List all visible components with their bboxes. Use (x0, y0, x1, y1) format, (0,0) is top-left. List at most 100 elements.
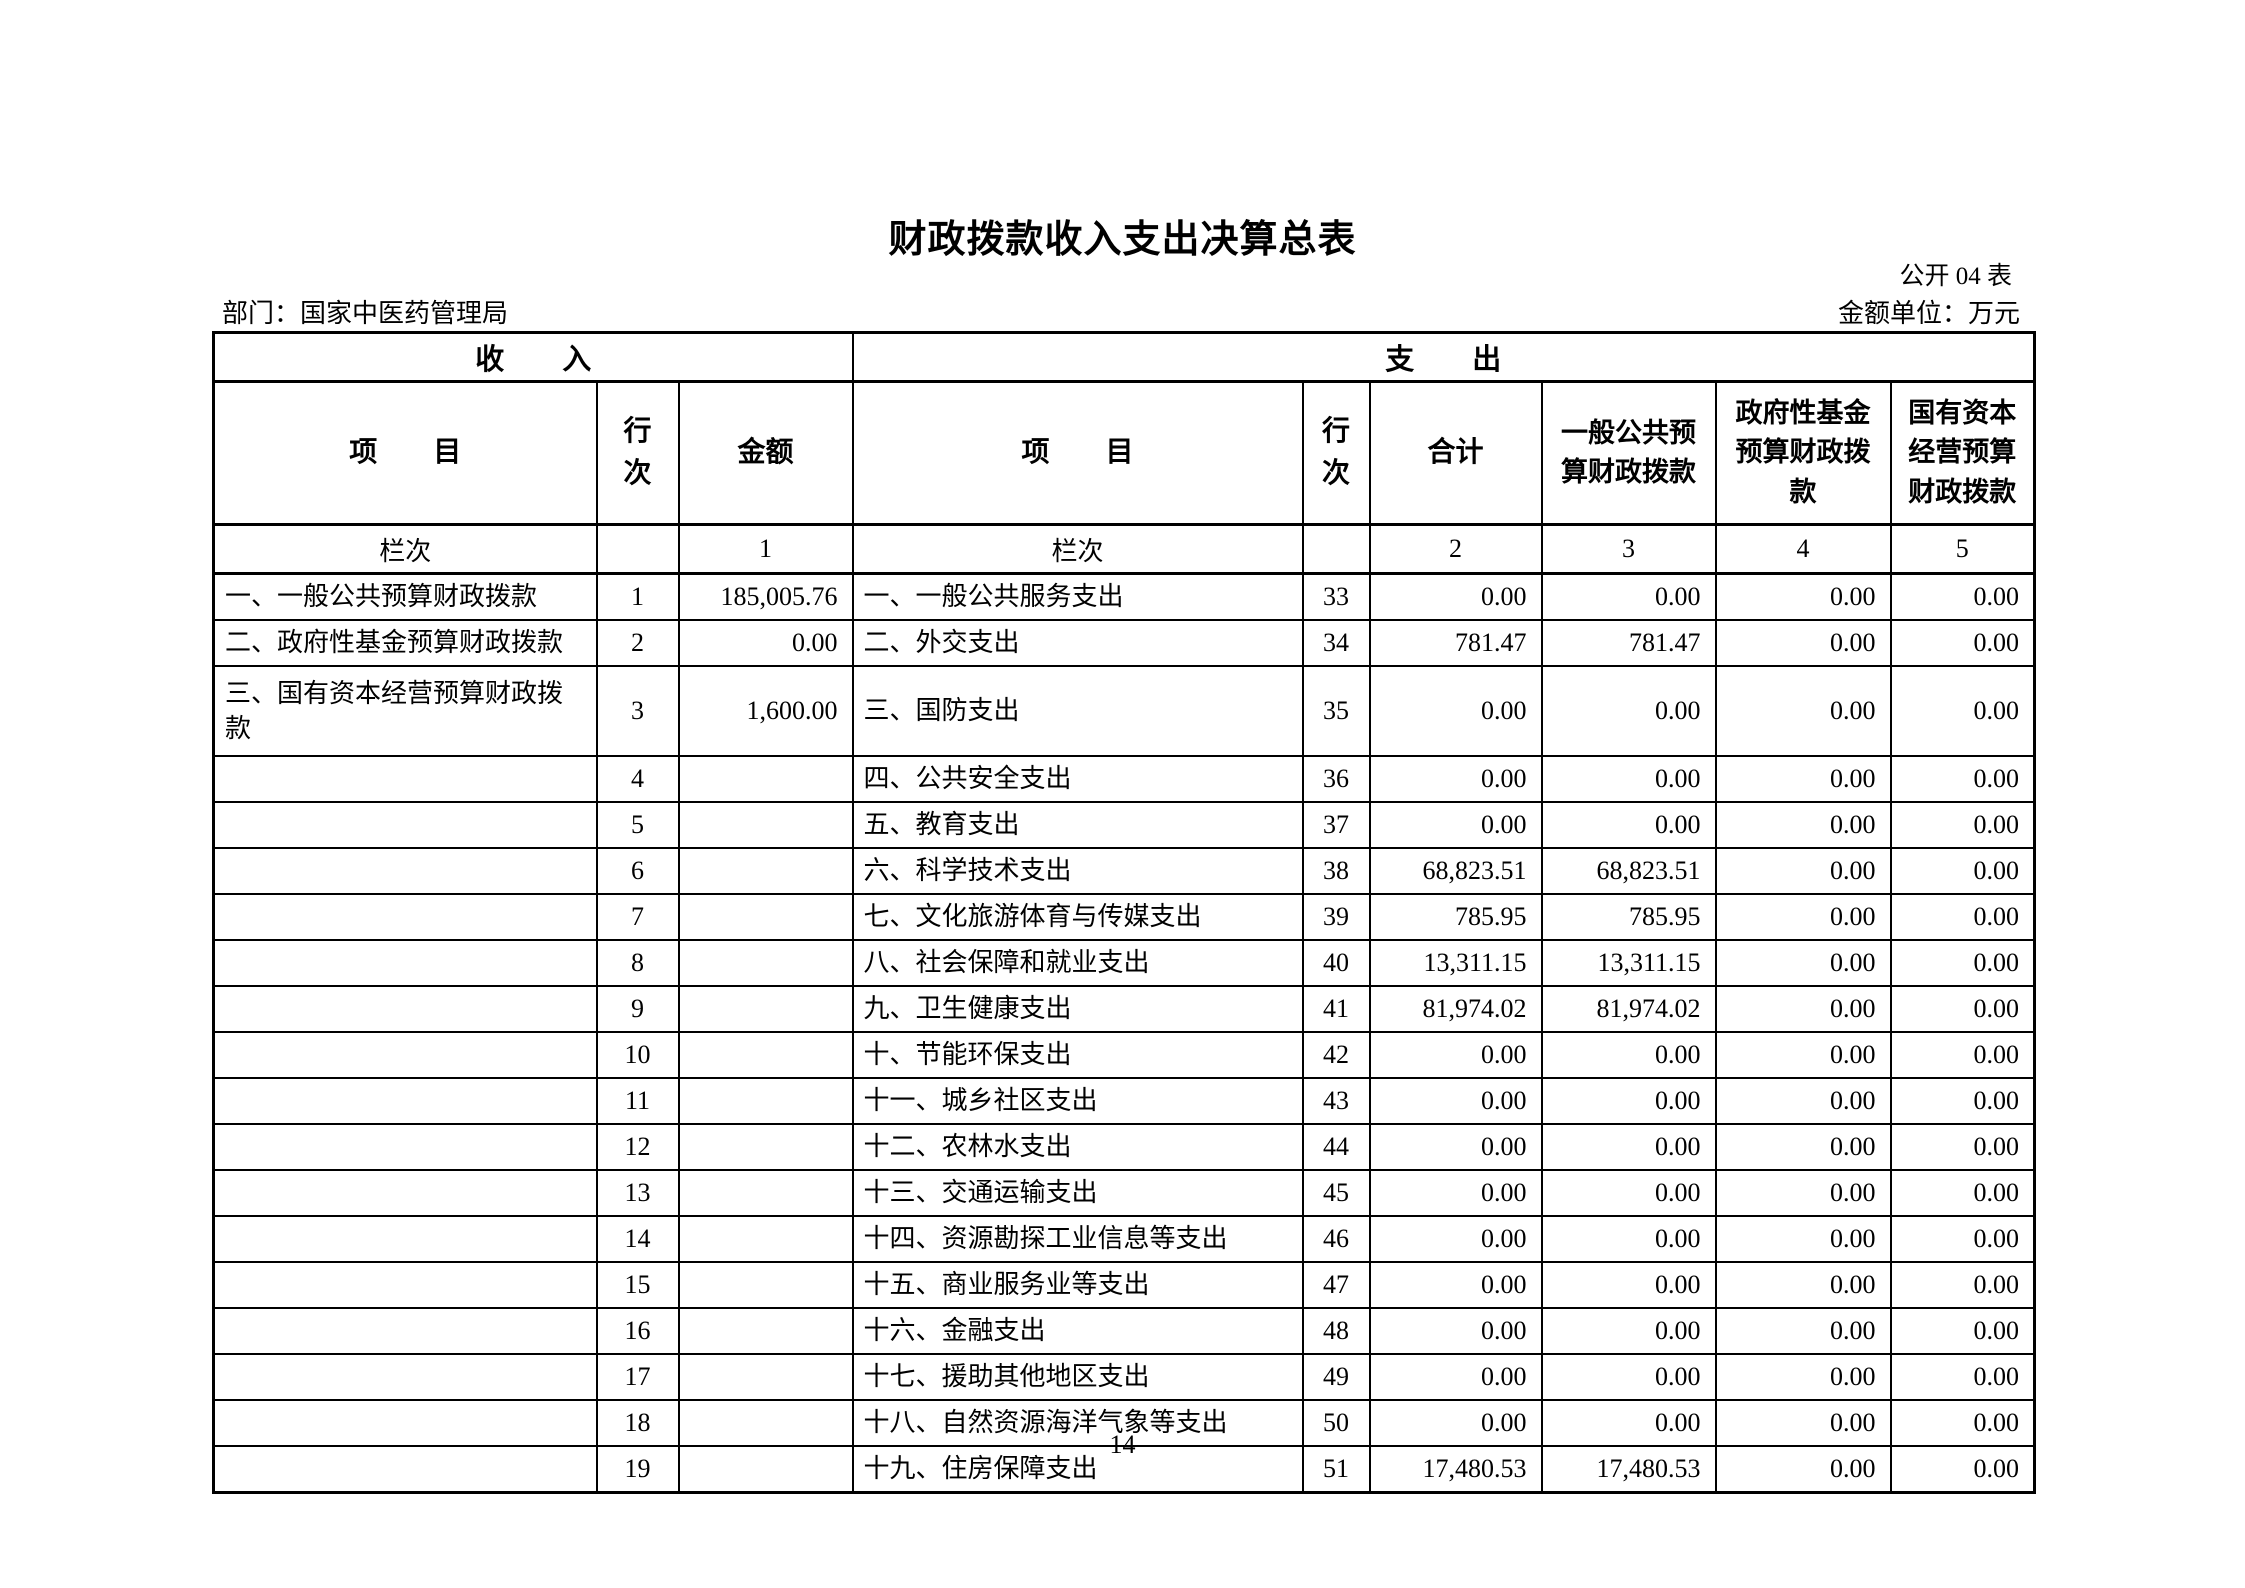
expense-rowno-cell: 50 (1301, 1399, 1371, 1447)
expense-total-cell: 0.00 (1368, 1077, 1543, 1125)
table-row: 二、政府性基金预算财政拨款 2 0.00 二、外交支出 34 781.47 781.47 0.… (212, 619, 2036, 667)
expense-lane-label: 栏次 (851, 523, 1304, 575)
expense-statecap-cell: 0.00 (1889, 665, 2036, 757)
income-item-cell (212, 1261, 598, 1309)
gov-fund-header: 政府性基金预算财政拨款 (1714, 380, 1892, 526)
unit-label: 金额单位：万元 (1837, 299, 2020, 328)
expense-govfund-cell: 0.00 (1714, 665, 1892, 757)
income-rowno-cell: 17 (595, 1353, 680, 1401)
expense-general-cell: 81,974.02 (1540, 985, 1717, 1033)
state-capital-lane-no: 5 (1889, 523, 2036, 575)
expense-total-cell: 0.00 (1368, 1123, 1543, 1171)
table-row: 15 十五、商业服务业等支出 47 0.00 0.00 0.00 0.00 (212, 1261, 2036, 1309)
expense-item-cell: 八、社会保障和就业支出 (851, 939, 1304, 987)
income-rowno-cell: 9 (595, 985, 680, 1033)
expense-item-cell: 六、科学技术支出 (851, 847, 1304, 895)
expense-total-cell: 0.00 (1368, 572, 1543, 621)
expense-item-cell: 十五、商业服务业等支出 (851, 1261, 1304, 1309)
expense-govfund-cell: 0.00 (1714, 893, 1892, 941)
income-item-cell (212, 1123, 598, 1171)
lane-number-row: 栏次 1 栏次 2 3 4 5 (212, 523, 2036, 575)
expense-general-cell: 68,823.51 (1540, 847, 1717, 895)
expense-rowno-cell: 47 (1301, 1261, 1371, 1309)
expense-govfund-cell: 0.00 (1714, 801, 1892, 849)
page-title: 财政拨款收入支出决算总表 (888, 219, 1357, 261)
expense-total-cell: 17,480.53 (1368, 1445, 1543, 1494)
income-item-cell (212, 1031, 598, 1079)
page-number: 14 (1109, 1430, 1136, 1459)
expense-general-cell: 0.00 (1540, 1215, 1717, 1263)
income-item-cell (212, 939, 598, 987)
income-amount-lane-no: 1 (677, 523, 854, 575)
expense-total-cell: 0.00 (1368, 1307, 1543, 1355)
income-amount-cell (677, 1445, 854, 1494)
section-header-row: 收 入 支 出 (212, 331, 2036, 383)
department-label: 部门：国家中医药管理局 (222, 299, 509, 328)
expense-total-cell: 0.00 (1368, 801, 1543, 849)
expense-item-cell: 七、文化旅游体育与传媒支出 (851, 893, 1304, 941)
income-amount-cell (677, 985, 854, 1033)
expense-statecap-cell: 0.00 (1889, 893, 2036, 941)
expense-total-cell: 0.00 (1368, 1399, 1543, 1447)
expense-total-cell: 0.00 (1368, 755, 1543, 803)
expense-rowno-cell: 42 (1301, 1031, 1371, 1079)
table-row: 8 八、社会保障和就业支出 40 13,311.15 13,311.15 0.00 0.00 (212, 939, 2036, 987)
table-head: 收 入 支 出 项 目 行次 金额 项 目 行次 合计 一般公共预算财政拨款 政… (212, 331, 2036, 575)
income-rowno-cell: 4 (595, 755, 680, 803)
income-rowno-cell: 16 (595, 1307, 680, 1355)
expense-govfund-cell: 0.00 (1714, 1077, 1892, 1125)
expense-item-cell: 五、教育支出 (851, 801, 1304, 849)
table-row: 4 四、公共安全支出 36 0.00 0.00 0.00 0.00 (212, 755, 2036, 803)
expense-govfund-cell: 0.00 (1714, 847, 1892, 895)
table-row: 18 十八、自然资源海洋气象等支出 50 0.00 0.00 0.00 0.00 (212, 1399, 2036, 1447)
income-amount-cell (677, 1215, 854, 1263)
expense-statecap-cell: 0.00 (1889, 1077, 2036, 1125)
expense-total-cell: 0.00 (1368, 665, 1543, 757)
expense-rowno-cell: 49 (1301, 1353, 1371, 1401)
income-rowno-cell: 2 (595, 619, 680, 667)
income-item-cell: 一、一般公共预算财政拨款 (212, 572, 598, 621)
expense-rowno-cell: 41 (1301, 985, 1371, 1033)
expense-statecap-cell: 0.00 (1889, 1399, 2036, 1447)
expense-govfund-cell: 0.00 (1714, 1399, 1892, 1447)
expense-item-cell: 十二、农林水支出 (851, 1123, 1304, 1171)
income-rowno-cell: 10 (595, 1031, 680, 1079)
table-body: 一、一般公共预算财政拨款 1 185,005.76 一、一般公共服务支出 33 0.00 0… (212, 572, 2036, 1494)
table-row: 12 十二、农林水支出 44 0.00 0.00 0.00 0.00 (212, 1123, 2036, 1171)
expense-total-cell: 0.00 (1368, 1215, 1543, 1263)
gov-fund-lane-no: 4 (1714, 523, 1892, 575)
expense-statecap-cell: 0.00 (1889, 1353, 2036, 1401)
budget-table: 收 入 支 出 项 目 行次 金额 项 目 行次 合计 一般公共预算财政拨款 政… (212, 331, 2037, 1494)
table-code-label: 公开 04 表 (1899, 263, 2012, 290)
table-row: 11 十一、城乡社区支出 43 0.00 0.00 0.00 0.00 (212, 1077, 2036, 1125)
expense-general-cell: 0.00 (1540, 1031, 1717, 1079)
expense-rowno-cell: 38 (1301, 847, 1371, 895)
table-row: 9 九、卫生健康支出 41 81,974.02 81,974.02 0.00 0.00 (212, 985, 2036, 1033)
income-item-cell (212, 893, 598, 941)
expense-item-cell: 九、卫生健康支出 (851, 985, 1304, 1033)
income-item-cell (212, 1169, 598, 1217)
income-amount-header: 金额 (677, 380, 854, 526)
expense-govfund-cell: 0.00 (1714, 1307, 1892, 1355)
income-item-cell: 三、国有资本经营预算财政拨款 (212, 665, 598, 757)
expense-section-header: 支 出 (851, 331, 2036, 383)
expense-rowno-header-text: 行次 (1321, 416, 1350, 489)
expense-rowno-cell: 37 (1301, 801, 1371, 849)
meta-row: 部门：国家中医药管理局 金额单位：万元 (222, 293, 2020, 330)
expense-govfund-cell: 0.00 (1714, 1169, 1892, 1217)
expense-total-cell: 781.47 (1368, 619, 1543, 667)
income-item-cell (212, 755, 598, 803)
general-lane-no: 3 (1540, 523, 1717, 575)
expense-general-cell: 0.00 (1540, 755, 1717, 803)
expense-general-cell: 0.00 (1540, 1123, 1717, 1171)
expense-statecap-cell: 0.00 (1889, 755, 2036, 803)
expense-rowno-cell: 34 (1301, 619, 1371, 667)
income-rowno-header-text: 行次 (623, 416, 652, 489)
income-item-cell (212, 1077, 598, 1125)
income-item-cell (212, 1353, 598, 1401)
income-rowno-cell: 11 (595, 1077, 680, 1125)
income-item-cell (212, 985, 598, 1033)
expense-statecap-cell: 0.00 (1889, 1215, 2036, 1263)
income-rowno-cell: 1 (595, 572, 680, 621)
expense-rowno-lane-cell (1301, 523, 1371, 575)
